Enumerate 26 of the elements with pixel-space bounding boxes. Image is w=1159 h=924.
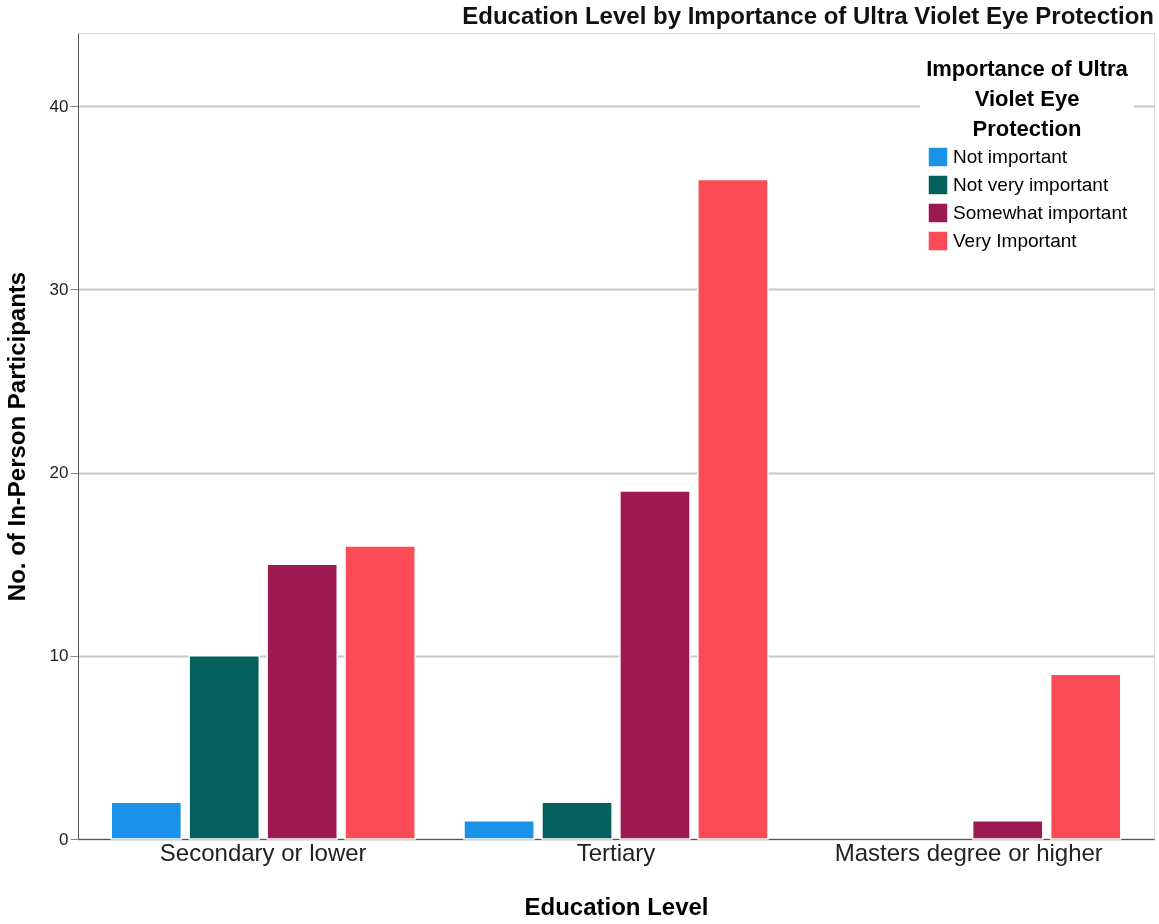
bar	[1049, 673, 1122, 840]
chart-title: Education Level by Importance of Ultra Violet Eye Protection	[462, 2, 1154, 29]
y-tick-label: 20	[49, 463, 69, 483]
bar	[188, 655, 261, 840]
x-axis-title: Education Level	[524, 892, 709, 920]
bar	[110, 801, 183, 840]
bar	[344, 545, 416, 840]
legend-title: Importance of Ultra Violet Eye Protection	[926, 56, 1129, 141]
x-tick-label: Secondary or lower	[159, 838, 367, 866]
legend-label: Not important	[953, 146, 1068, 167]
x-tick-label: Tertiary	[576, 838, 656, 866]
bar	[971, 819, 1044, 840]
bar	[463, 819, 535, 840]
y-tick-label: 0	[59, 829, 69, 849]
y-axis-title: No. of In-Person Participants	[2, 271, 30, 602]
legend-label: Very Important	[953, 230, 1078, 251]
x-tick-label: Masters degree or higher	[834, 838, 1103, 866]
bar	[266, 563, 339, 840]
y-tick-label: 10	[49, 646, 69, 666]
bar	[697, 178, 769, 840]
y-tick-label: 40	[49, 96, 69, 116]
bar	[541, 801, 613, 840]
y-tick-label: 30	[49, 279, 69, 299]
legend-label: Not very important	[953, 174, 1109, 195]
bar	[619, 490, 691, 840]
legend-label: Somewhat important	[953, 202, 1128, 223]
